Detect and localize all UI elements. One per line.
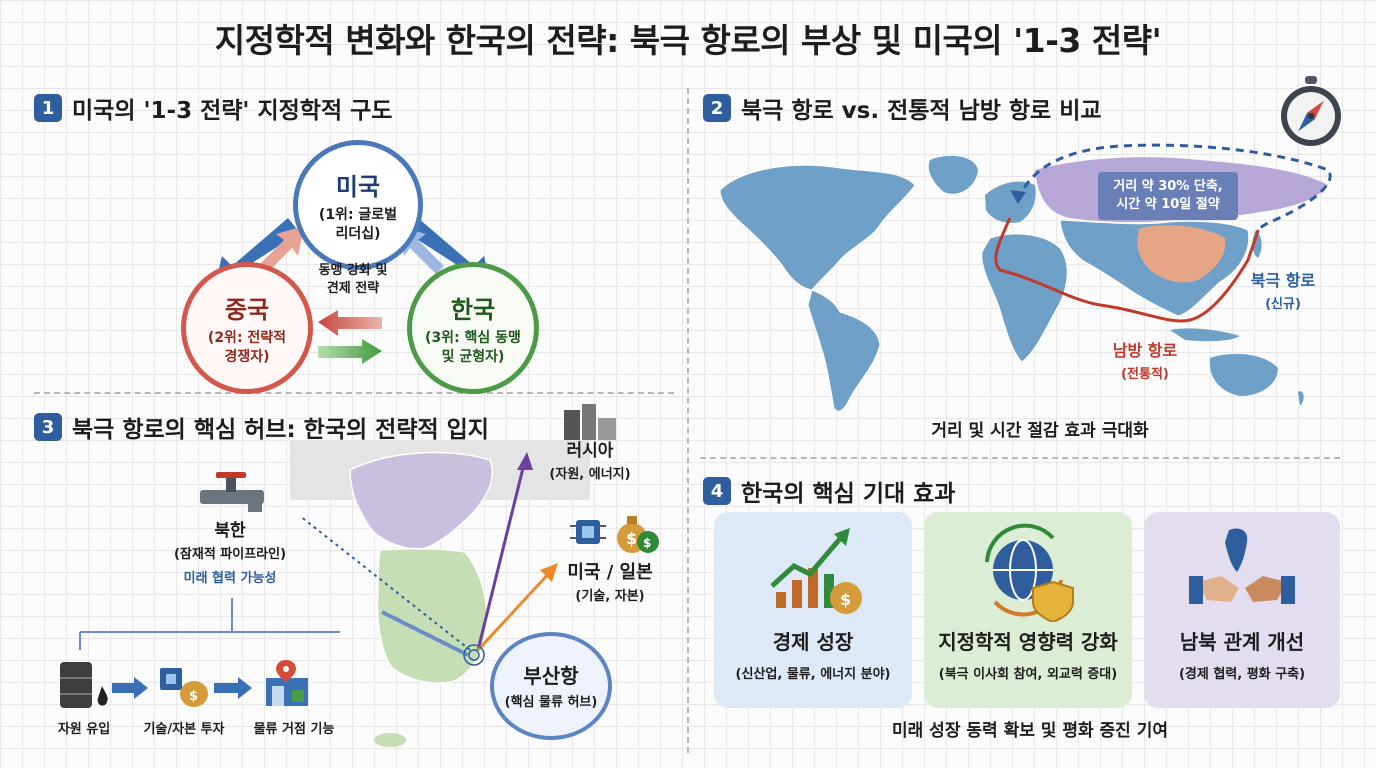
left-divider (34, 392, 674, 394)
effect-card-influence: 지정학적 영향력 강화 (북극 이사회 참여, 외교력 증대) (924, 512, 1132, 708)
new-zealand (1298, 391, 1304, 406)
section-2-header: 2 북극 항로 vs. 전통적 남방 항로 비교 (703, 91, 1102, 125)
chip-icon (570, 520, 606, 544)
effect-card-relations: 남북 관계 개선 (경제 협력, 평화 구축) (1144, 512, 1340, 708)
tech-capital-icon: $ (160, 668, 208, 707)
hub-arrows (79, 452, 558, 699)
south-route-line (994, 217, 1260, 323)
section-4-header: 4 한국의 핵심 기대 효과 (703, 474, 955, 508)
us-japan-label: 미국 / 일본 (기술, 자본) (567, 562, 653, 604)
section-3-header: 3 북극 항로의 핵심 허브: 한국의 전략적 입지 (34, 410, 489, 444)
africa (981, 233, 1068, 363)
page-title: 지정학적 변화와 한국의 전략: 북극 항로의 부상 및 미국의 '1-3 전략… (214, 21, 1162, 60)
flow-step-2: 기술/자본 투자 (143, 722, 225, 737)
china (1137, 225, 1226, 283)
flow-step-1: 자원 유입 (57, 722, 111, 737)
section-1-header: 1 미국의 '1-3 전략' 지정학적 구도 (34, 91, 392, 125)
europe (985, 181, 1036, 223)
north-korea-area (349, 451, 494, 551)
growth-chart-icon: $ (770, 528, 862, 614)
north-korea-label: 북한 (잠재적 파이프라인) 미래 협력 가능성 (173, 521, 287, 586)
section-2-title: 북극 항로 vs. 전통적 남방 항로 비교 (741, 98, 1102, 124)
section-1-title: 미국의 '1-3 전략' 지정학적 구도 (72, 98, 393, 124)
busan-nk-line (299, 515, 471, 651)
effects-caption: 미래 성장 동력 확보 및 평화 증진 기여 (891, 721, 1169, 741)
russia-label: 러시아 (자원, 에너지) (549, 441, 631, 482)
busan-inland-arrow (381, 610, 469, 657)
korea-china-arrow (318, 310, 382, 336)
oil-barrel-icon (60, 662, 108, 708)
money-bag-icon: $ $ (617, 516, 659, 553)
australia (1209, 353, 1278, 396)
section-4-number: 4 (703, 477, 731, 505)
vertical-divider (687, 88, 689, 753)
indonesia (1170, 328, 1240, 342)
south-route-label: 남방 항로 (전통적) (1112, 341, 1178, 382)
globe-shield-icon (985, 523, 1074, 622)
china-us-light-arrow (258, 226, 304, 274)
busan-russia-arrow (476, 459, 527, 651)
section-3-number: 3 (34, 413, 62, 441)
section-3-title: 북극 항로의 핵심 허브: 한국의 전략적 입지 (72, 417, 489, 443)
strategy-center-label: 동맹 강화 및 견제 전략 (318, 263, 388, 296)
busan-hub-node: 부산항 (핵심 물류 허브) (490, 632, 612, 740)
svg-text:$: $ (840, 590, 851, 609)
pipe-valve-icon (200, 472, 264, 512)
section-1-number: 1 (34, 94, 62, 122)
right-divider (700, 457, 1340, 459)
factory-icon (564, 404, 616, 440)
china-korea-arrow (318, 339, 382, 364)
effect-card-economy: $ 경제 성장 (신산업, 물류, 에너지 분야) (714, 512, 912, 708)
south-america (807, 289, 881, 412)
section-2-number: 2 (703, 94, 731, 122)
handshake-icon (1189, 528, 1295, 604)
north-route-label: 북극 항로 (신규) (1250, 271, 1316, 312)
section-4-title: 한국의 핵심 기대 효과 (741, 481, 956, 507)
china-node: 중국 (2위: 전략적 경쟁자) (181, 262, 313, 394)
warehouse-icon (266, 660, 308, 706)
svg-text:$: $ (626, 529, 637, 548)
svg-text:$: $ (643, 536, 651, 550)
map-caption: 거리 및 시간 절감 효과 극대화 (931, 421, 1149, 441)
busan-usjp-arrow (476, 568, 554, 652)
flow-step-3: 물류 거점 기능 (253, 722, 335, 737)
compass-icon (1281, 76, 1341, 146)
korea-node: 한국 (3위: 핵심 동맹 및 균형자) (407, 262, 539, 394)
us-node: 미국 (1위: 글로벌 리더십) (293, 140, 423, 270)
savings-callout: 거리 약 30% 단축, 시간 약 10일 절약 (1098, 172, 1238, 220)
svg-text:$: $ (189, 689, 198, 704)
greenland (928, 155, 978, 194)
north-america (719, 164, 916, 291)
